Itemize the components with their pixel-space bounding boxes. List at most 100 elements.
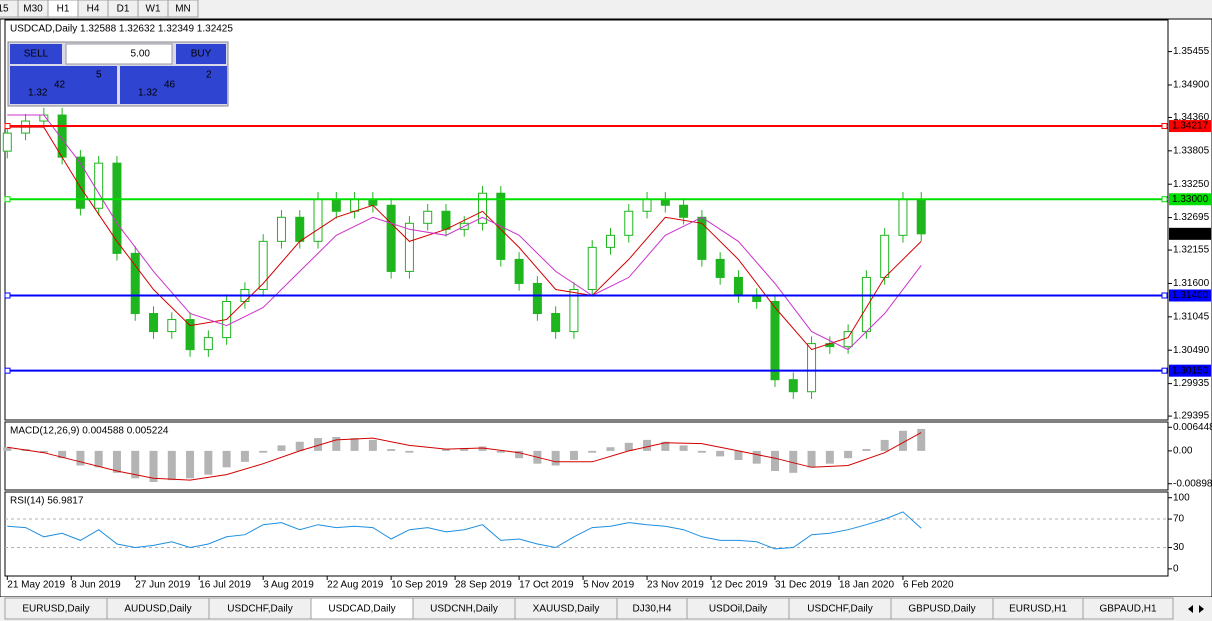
bid-box[interactable] bbox=[10, 66, 117, 104]
macd-bar bbox=[643, 439, 652, 451]
chart-tab-label[interactable]: USDOil,Daily bbox=[709, 604, 767, 615]
chart-tab-label[interactable]: DJ30,H4 bbox=[633, 604, 672, 615]
macd-bar bbox=[825, 450, 834, 464]
candle-body bbox=[112, 162, 122, 254]
current-price-box bbox=[1169, 227, 1211, 240]
chart-tab-label[interactable]: AUDUSD,Daily bbox=[124, 604, 191, 615]
macd-bar bbox=[862, 449, 871, 451]
y-tick-label: 1.29395 bbox=[1173, 411, 1210, 422]
level-label-box bbox=[1169, 120, 1211, 133]
candle-body bbox=[313, 198, 323, 242]
macd-bar bbox=[551, 450, 560, 466]
macd-bar bbox=[460, 447, 469, 451]
chart-tab-label[interactable]: GBPAUD,H1 bbox=[1099, 604, 1156, 615]
y-tick-label: 1.29935 bbox=[1173, 378, 1210, 389]
macd-bar bbox=[771, 450, 780, 471]
x-tick-label: 3 Aug 2019 bbox=[263, 580, 314, 591]
macd-bar bbox=[240, 450, 249, 462]
candle-body bbox=[149, 313, 159, 333]
candle-body bbox=[350, 198, 360, 212]
x-tick-label: 16 Jul 2019 bbox=[199, 580, 251, 591]
candle-body bbox=[514, 258, 524, 284]
level-label-box bbox=[1169, 289, 1211, 302]
macd-bar bbox=[222, 450, 231, 468]
level-handle bbox=[4, 292, 11, 299]
timeframe-label[interactable]: M30 bbox=[23, 4, 43, 15]
ask-pips: 46 bbox=[164, 80, 176, 91]
candle-body bbox=[75, 156, 85, 209]
y-tick-label: 1.34900 bbox=[1173, 80, 1210, 91]
macd-bar bbox=[58, 450, 67, 459]
x-tick-label: 27 Jun 2019 bbox=[135, 580, 190, 591]
chart-tab-label[interactable]: USDCNH,Daily bbox=[430, 604, 498, 615]
timeframe-label[interactable]: H1 bbox=[57, 4, 70, 15]
timeframe-label[interactable]: W1 bbox=[146, 4, 161, 15]
candle-body bbox=[770, 301, 780, 381]
macd-bar bbox=[3, 447, 12, 451]
macd-bar bbox=[186, 450, 195, 479]
y-tick-label: -0.008982 bbox=[1173, 478, 1212, 489]
chart-tab-label[interactable]: USDCAD,Daily bbox=[328, 604, 395, 615]
level-label-box bbox=[1169, 193, 1211, 206]
y-tick-label: 1.33250 bbox=[1173, 179, 1210, 190]
chart-tab-label[interactable]: EURUSD,H1 bbox=[1009, 604, 1067, 615]
level-handle bbox=[1161, 292, 1168, 299]
x-tick-label: 28 Sep 2019 bbox=[455, 580, 512, 591]
macd-bar bbox=[898, 430, 907, 451]
tab-scroll-arrows[interactable] bbox=[1188, 605, 1204, 613]
sell-label[interactable]: SELL bbox=[24, 49, 49, 60]
chart-tab-label[interactable]: GBPUSD,Daily bbox=[908, 604, 975, 615]
sell-button[interactable] bbox=[10, 44, 62, 64]
candle-body bbox=[130, 252, 140, 315]
macd-bar bbox=[734, 450, 743, 461]
macd-bar bbox=[295, 441, 304, 451]
x-tick-label: 18 Jan 2020 bbox=[839, 580, 894, 591]
macd-bar bbox=[807, 450, 816, 468]
lot-value[interactable]: 5.00 bbox=[131, 49, 151, 60]
candle-body bbox=[276, 216, 286, 242]
macd-bar bbox=[112, 450, 121, 473]
level-label: 1.30150 bbox=[1172, 365, 1209, 376]
candle-body bbox=[258, 240, 268, 290]
chart-tab-label[interactable]: EURUSD,Daily bbox=[22, 604, 89, 615]
buy-button[interactable] bbox=[176, 44, 226, 64]
y-tick-label: 1.31045 bbox=[1173, 311, 1210, 322]
timeframe-button[interactable] bbox=[167, 0, 199, 18]
timeframe-label[interactable]: MN bbox=[175, 4, 191, 15]
timeframe-label[interactable]: 15 bbox=[0, 4, 9, 15]
buy-label[interactable]: BUY bbox=[191, 49, 212, 60]
ask-box[interactable] bbox=[120, 66, 227, 104]
macd-bar bbox=[277, 445, 286, 451]
x-tick-label: 6 Feb 2020 bbox=[903, 580, 954, 591]
macd-bar bbox=[515, 450, 524, 459]
candle-body bbox=[2, 132, 12, 152]
macd-bar bbox=[789, 450, 798, 473]
macd-bar bbox=[314, 438, 323, 451]
macd-bar bbox=[94, 450, 103, 468]
chart-tab-label[interactable]: USDCHF,Daily bbox=[227, 604, 293, 615]
candle-body bbox=[404, 222, 414, 272]
x-tick-label: 21 May 2019 bbox=[7, 580, 65, 591]
lot-field[interactable] bbox=[65, 43, 173, 65]
candle-body bbox=[532, 282, 542, 315]
chart-tab-label[interactable]: XAUUSD,Daily bbox=[533, 604, 600, 615]
x-tick-label: 17 Oct 2019 bbox=[519, 580, 574, 591]
macd-bar bbox=[131, 450, 140, 479]
current-price: 1.32425 bbox=[1172, 228, 1209, 239]
macd-bar bbox=[167, 450, 176, 481]
level-handle bbox=[4, 123, 11, 130]
candle-body bbox=[331, 198, 341, 212]
macd-bar bbox=[149, 450, 158, 482]
y-tick-label: 100 bbox=[1173, 492, 1190, 503]
y-tick-label: 0.006448 bbox=[1173, 422, 1212, 433]
timeframe-label[interactable]: D1 bbox=[117, 4, 130, 15]
candle-body bbox=[807, 343, 817, 393]
chart-tab[interactable] bbox=[1082, 597, 1174, 620]
timeframe-label[interactable]: H4 bbox=[87, 4, 100, 15]
chart-tab-label[interactable]: USDCHF,Daily bbox=[807, 604, 873, 615]
rsi-line bbox=[7, 511, 922, 550]
macd-bar bbox=[752, 450, 761, 464]
candle-body bbox=[295, 216, 305, 242]
y-tick-label: 1.32695 bbox=[1173, 212, 1210, 223]
